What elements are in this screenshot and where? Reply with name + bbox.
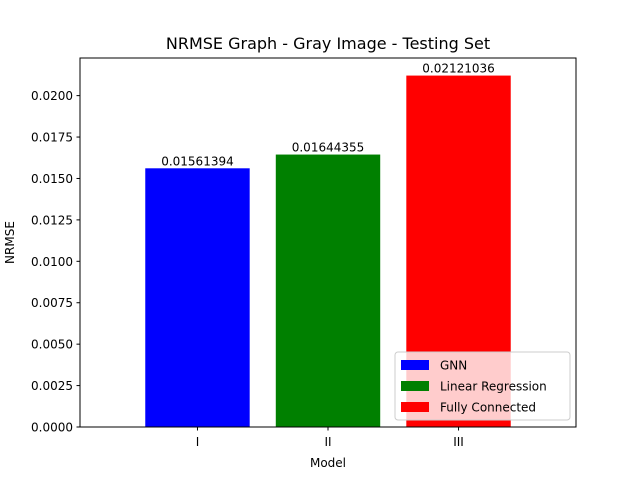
data-label-II: 0.01644355 (292, 141, 365, 155)
chart-title: NRMSE Graph - Gray Image - Testing Set (166, 34, 490, 53)
data-label-I: 0.01561394 (161, 154, 234, 168)
x-tick-label-III: III (453, 435, 464, 449)
legend-entry-label: GNN (440, 359, 467, 373)
y-tick-label: 0.0150 (31, 172, 73, 186)
legend-box (394, 351, 571, 421)
x-axis-label: Model (310, 456, 346, 470)
x-axis-ticks: I II III (196, 427, 464, 449)
bar-II (275, 154, 381, 428)
y-axis-label: NRMSE (3, 221, 17, 264)
legend-entry-label: Linear Regression (440, 380, 547, 394)
y-tick-label: 0.0075 (31, 296, 73, 310)
y-tick-label: 0.0000 (31, 421, 73, 435)
y-tick-label: 0.0125 (31, 213, 73, 227)
y-tick-label: 0.0100 (31, 255, 73, 269)
legend-swatch (401, 381, 429, 391)
y-tick-label: 0.0050 (31, 338, 73, 352)
legend-entry-label: Fully Connected (440, 401, 536, 415)
legend-swatch (401, 360, 429, 370)
y-tick-label: 0.0025 (31, 379, 73, 393)
x-tick-label-I: I (196, 435, 200, 449)
y-tick-label: 0.0175 (31, 131, 73, 145)
data-label-III: 0.02121036 (422, 62, 495, 76)
data-labels-group: 0.01561394 0.01644355 0.02121036 (161, 62, 495, 169)
bar-I (145, 168, 250, 427)
legend-swatch (401, 402, 429, 412)
y-axis-ticks: 0.0000 0.0025 0.0050 0.0075 0.0100 0.0125 0.01… (31, 89, 80, 435)
legend: GNN Linear Regression Fully Connected (394, 351, 571, 421)
x-tick-label-II: II (324, 435, 331, 449)
y-tick-label: 0.0200 (31, 89, 73, 103)
